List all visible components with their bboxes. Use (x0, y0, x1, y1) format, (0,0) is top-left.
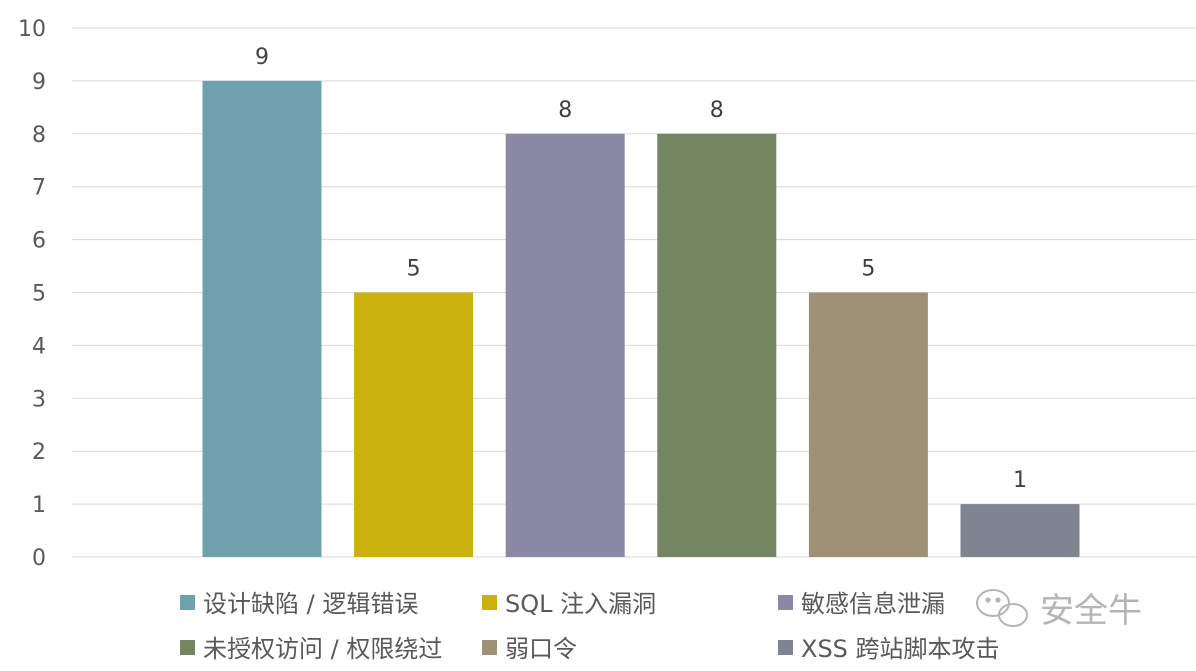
bar (202, 80, 322, 558)
bar-value-label: 9 (255, 45, 269, 70)
bar (808, 292, 928, 557)
legend-swatch (778, 595, 793, 610)
y-tick-label: 6 (32, 229, 46, 254)
y-tick-label: 0 (32, 546, 46, 571)
bar (505, 133, 625, 558)
y-tick-label: 8 (32, 123, 46, 148)
y-tick-label: 1 (32, 493, 46, 518)
bar (657, 133, 777, 558)
bar (960, 504, 1080, 557)
bars (202, 80, 1080, 558)
legend-label: XSS 跨站脚本攻击 (801, 635, 1000, 663)
y-tick-label: 3 (32, 387, 46, 412)
legend-label: SQL 注入漏洞 (505, 590, 656, 618)
legend-label: 未授权访问 / 权限绕过 (203, 635, 442, 663)
legend-swatch (778, 640, 793, 655)
data-labels: 9 5 8 8 5 1 (255, 45, 1027, 493)
bar-value-label: 5 (407, 257, 421, 282)
bar (354, 292, 474, 557)
y-tick-label: 5 (32, 282, 46, 307)
y-tick-label: 10 (18, 17, 46, 42)
y-tick-label: 7 (32, 176, 46, 201)
legend-swatch (180, 595, 195, 610)
bar-value-label: 5 (861, 257, 875, 282)
legend-swatch (482, 595, 497, 610)
legend-label: 设计缺陷 / 逻辑错误 (203, 590, 418, 618)
legend-swatch (180, 640, 195, 655)
legend-swatch (482, 640, 497, 655)
y-tick-label: 4 (32, 334, 46, 359)
wechat-icon (976, 589, 1028, 627)
y-axis-ticks: 0 1 2 3 4 5 6 7 8 9 10 (18, 17, 46, 571)
bar-value-label: 8 (710, 98, 724, 123)
y-tick-label: 2 (32, 440, 46, 465)
legend-label: 敏感信息泄漏 (801, 590, 945, 618)
watermark-text: 安全牛 (1040, 591, 1142, 631)
legend-label: 弱口令 (505, 635, 577, 663)
y-tick-label: 9 (32, 70, 46, 95)
bar-value-label: 8 (558, 98, 572, 123)
bar-value-label: 1 (1013, 468, 1027, 493)
watermark: 安全牛 (976, 589, 1142, 631)
